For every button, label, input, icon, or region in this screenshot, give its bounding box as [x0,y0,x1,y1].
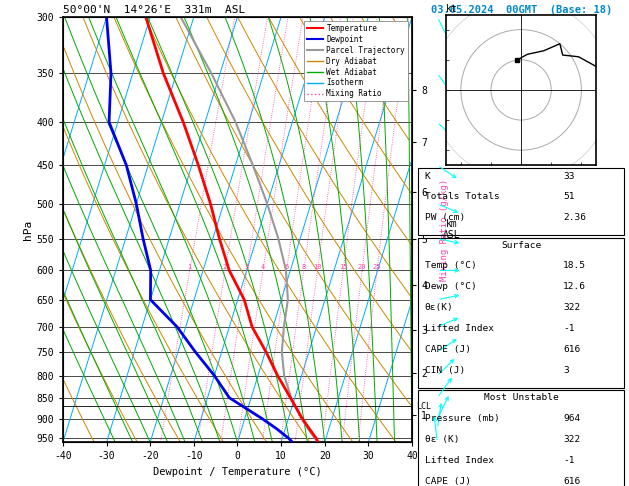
Text: Pressure (mb): Pressure (mb) [425,414,499,423]
Text: θε(K): θε(K) [425,303,454,312]
Text: Temp (°C): Temp (°C) [425,261,477,271]
Text: -1: -1 [563,324,574,333]
Text: 10: 10 [313,264,322,270]
Bar [418,168,624,235]
Text: Dewp (°C): Dewp (°C) [425,282,477,292]
Text: kt: kt [446,4,457,14]
Text: 322: 322 [563,435,581,444]
Text: Totals Totals: Totals Totals [425,192,499,202]
Bar [418,238,624,388]
Text: 3: 3 [245,264,249,270]
Text: 12.6: 12.6 [563,282,586,292]
Text: 8: 8 [302,264,306,270]
Text: 50°00'N  14°26'E  331m  ASL: 50°00'N 14°26'E 331m ASL [63,5,245,15]
Text: θε (K): θε (K) [425,435,459,444]
Text: 322: 322 [563,303,581,312]
Text: 2: 2 [223,264,227,270]
Legend: Temperature, Dewpoint, Parcel Trajectory, Dry Adiabat, Wet Adiabat, Isotherm, Mi: Temperature, Dewpoint, Parcel Trajectory… [304,21,408,102]
Text: 616: 616 [563,345,581,354]
Text: 4: 4 [261,264,265,270]
Text: 25: 25 [373,264,381,270]
Text: K: K [425,172,430,181]
Text: 33: 33 [563,172,574,181]
Text: PW (cm): PW (cm) [425,213,465,223]
Bar [418,390,624,486]
Text: Most Unstable: Most Unstable [484,393,559,402]
Y-axis label: hPa: hPa [23,220,33,240]
Text: 3: 3 [563,366,569,375]
Text: Lifted Index: Lifted Index [425,456,494,465]
Text: CAPE (J): CAPE (J) [425,345,470,354]
Y-axis label: km
ASL: km ASL [443,219,460,241]
Text: -1: -1 [563,456,574,465]
Text: 2.36: 2.36 [563,213,586,223]
Text: 03.05.2024  00GMT  (Base: 18): 03.05.2024 00GMT (Base: 18) [430,5,612,15]
Text: 6: 6 [284,264,289,270]
Text: Lifted Index: Lifted Index [425,324,494,333]
Text: 1: 1 [187,264,192,270]
Text: CIN (J): CIN (J) [425,366,465,375]
Text: 616: 616 [563,477,581,486]
Text: 20: 20 [358,264,366,270]
Text: Surface: Surface [501,241,541,250]
Text: Mixing Ratio (g/kg): Mixing Ratio (g/kg) [440,178,449,281]
X-axis label: Dewpoint / Temperature (°C): Dewpoint / Temperature (°C) [153,467,322,477]
Text: 964: 964 [563,414,581,423]
Text: CAPE (J): CAPE (J) [425,477,470,486]
Text: 51: 51 [563,192,574,202]
Text: 15: 15 [339,264,347,270]
Text: LCL: LCL [416,402,431,411]
Text: 18.5: 18.5 [563,261,586,271]
